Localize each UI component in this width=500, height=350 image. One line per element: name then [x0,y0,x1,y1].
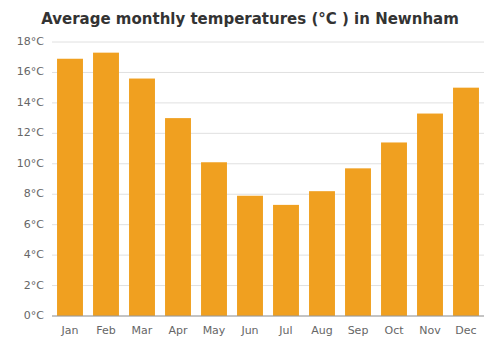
y-tick-label: 0°C [24,309,44,322]
x-tick-label: Dec [455,324,476,337]
y-tick-label: 6°C [24,218,44,231]
x-tick-label: Jan [61,324,79,337]
bar [345,168,371,316]
y-tick-label: 2°C [24,279,44,292]
y-tick-label: 14°C [17,96,44,109]
y-tick-label: 10°C [17,157,44,170]
x-tick-label: Mar [132,324,153,337]
bar [201,162,227,316]
bar [57,59,83,316]
x-tick-label: Jun [240,324,258,337]
x-tick-label: Apr [168,324,188,337]
x-axis-line [52,316,484,317]
grid [52,42,484,316]
bar [309,191,335,316]
grid-line [52,316,484,317]
x-tick-label: Nov [419,324,441,337]
y-tick-label: 12°C [17,126,44,139]
y-tick-label: 4°C [24,248,44,261]
x-tick-label: May [203,324,226,337]
x-tick-label: Jul [278,324,292,337]
x-tick-label: Aug [311,324,332,337]
x-tick-label: Sep [348,324,369,337]
y-tick-label: 18°C [17,35,44,48]
bar [417,114,443,316]
y-tick-label: 8°C [24,187,44,200]
bar [237,196,263,316]
x-tick-label: Oct [384,324,404,337]
bar [453,88,479,316]
x-tick-label: Feb [96,324,115,337]
grid-line [52,42,484,43]
bar [381,142,407,316]
y-tick-label: 16°C [17,65,44,78]
chart: 0°C 2°C 4°C 6°C 8°C 10°C 12°C 14°C 16°C 18°C Jan Fe… [0,0,500,350]
bar [93,53,119,316]
y-axis: 0°C 2°C 4°C 6°C 8°C 10°C 12°C 14°C 16°C 18°C [17,35,44,322]
bar [273,205,299,316]
bars [57,53,479,316]
bar [129,79,155,316]
x-axis: Jan Feb Mar Apr May Jun Jul Aug Sep Oct Nov Dec [61,324,477,337]
bar [165,118,191,316]
title: Average monthly temperatures (°C ) in Ne… [41,10,459,28]
